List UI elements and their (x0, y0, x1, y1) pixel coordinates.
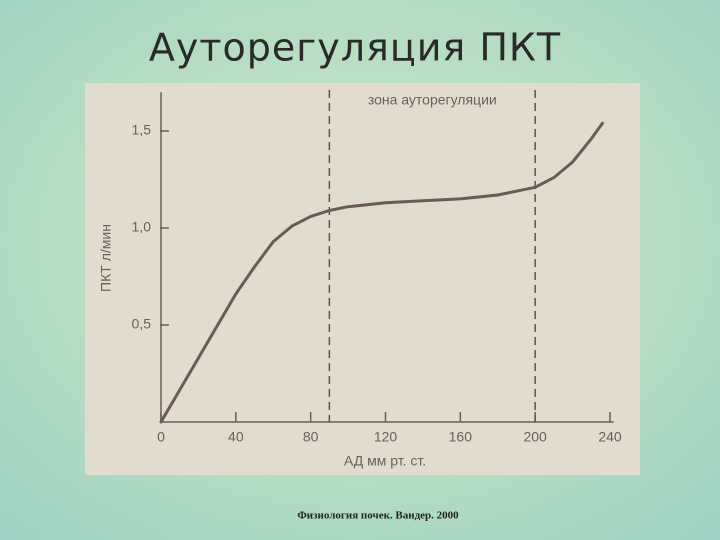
y-tick-label: 1,0 (132, 219, 152, 235)
x-tick-label: 0 (157, 429, 165, 445)
footer: Физиология почек. Вандер. 2000 (297, 510, 459, 522)
x-tick-label: 200 (523, 429, 547, 445)
series-line (159, 121, 604, 424)
y-axis-label: ПКТ л/мин (98, 224, 114, 292)
x-tick-label: 160 (449, 429, 473, 445)
x-axis-label: АД мм рт. ст. (344, 453, 426, 469)
y-tick-label: 1,5 (132, 122, 152, 138)
x-tick-label: 80 (303, 429, 319, 445)
slide-title: Ауторегуляция ПКТ (149, 26, 561, 70)
x-tick-label: 120 (374, 429, 398, 445)
zone-label: зона ауторегуляции (368, 92, 497, 108)
y-tick-label: 0,5 (132, 316, 152, 332)
x-tick-label: 40 (228, 429, 244, 445)
chart-panel (85, 83, 640, 475)
x-tick-label: 240 (598, 429, 622, 445)
